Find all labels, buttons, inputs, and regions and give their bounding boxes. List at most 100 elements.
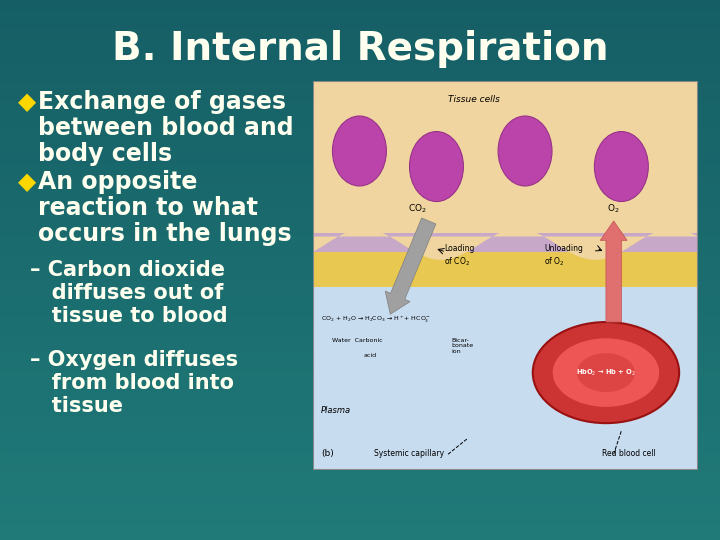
- Bar: [0, 423, 720, 432]
- Text: – Carbon dioxide: – Carbon dioxide: [30, 260, 225, 280]
- Bar: [0, 324, 720, 333]
- Bar: [0, 342, 720, 351]
- Text: HbO$_2$ → Hb + O$_2$: HbO$_2$ → Hb + O$_2$: [576, 368, 636, 377]
- Text: body cells: body cells: [38, 142, 172, 166]
- Bar: [0, 54, 720, 63]
- Bar: [0, 468, 720, 477]
- Polygon shape: [313, 287, 698, 470]
- Text: reaction to what: reaction to what: [38, 196, 258, 220]
- FancyBboxPatch shape: [313, 81, 698, 470]
- Bar: [0, 234, 720, 243]
- Text: Plasma: Plasma: [321, 406, 351, 415]
- Text: CO$_2$: CO$_2$: [408, 202, 427, 215]
- Bar: [0, 270, 720, 279]
- Bar: [0, 216, 720, 225]
- Bar: [0, 198, 720, 207]
- Bar: [0, 171, 720, 180]
- Bar: [0, 351, 720, 360]
- Text: Bicar-
bonate
ion: Bicar- bonate ion: [452, 338, 474, 354]
- Bar: [0, 207, 720, 216]
- Bar: [0, 45, 720, 54]
- Bar: [0, 333, 720, 342]
- Bar: [0, 288, 720, 297]
- Text: tissue to blood: tissue to blood: [30, 306, 228, 326]
- Bar: [0, 63, 720, 72]
- Bar: [0, 405, 720, 414]
- Bar: [0, 531, 720, 540]
- Bar: [0, 306, 720, 315]
- Text: acid: acid: [364, 353, 377, 358]
- Bar: [0, 108, 720, 117]
- Ellipse shape: [410, 132, 464, 201]
- Bar: [0, 486, 720, 495]
- Bar: [0, 180, 720, 189]
- Bar: [0, 414, 720, 423]
- FancyArrow shape: [600, 221, 627, 322]
- Ellipse shape: [533, 322, 679, 423]
- Bar: [0, 81, 720, 90]
- Bar: [0, 396, 720, 405]
- Bar: [0, 477, 720, 486]
- Bar: [0, 495, 720, 504]
- Text: An opposite: An opposite: [38, 170, 197, 194]
- Text: B. Internal Respiration: B. Internal Respiration: [112, 30, 608, 68]
- Text: between blood and: between blood and: [38, 116, 294, 140]
- Text: Loading
of CO$_2$: Loading of CO$_2$: [444, 244, 474, 268]
- Bar: [0, 9, 720, 18]
- Ellipse shape: [595, 132, 648, 201]
- Text: Water  Carbonic: Water Carbonic: [333, 338, 383, 342]
- Text: O$_2$: O$_2$: [608, 202, 620, 215]
- Ellipse shape: [552, 338, 660, 408]
- Bar: [0, 441, 720, 450]
- Text: Unloading
of O$_2$: Unloading of O$_2$: [544, 244, 583, 268]
- Bar: [0, 432, 720, 441]
- Bar: [0, 0, 720, 9]
- Bar: [0, 378, 720, 387]
- Bar: [0, 297, 720, 306]
- Bar: [0, 369, 720, 378]
- Bar: [0, 315, 720, 324]
- Bar: [0, 387, 720, 396]
- Bar: [0, 459, 720, 468]
- Text: (b): (b): [321, 449, 333, 458]
- Text: Systemic capillary: Systemic capillary: [374, 449, 444, 458]
- Text: ◆: ◆: [18, 170, 36, 194]
- Bar: [0, 126, 720, 135]
- Text: – Oxygen diffuses: – Oxygen diffuses: [30, 350, 238, 370]
- Bar: [0, 90, 720, 99]
- Bar: [0, 522, 720, 531]
- Text: Red blood cell: Red blood cell: [602, 449, 656, 458]
- Bar: [0, 153, 720, 162]
- Text: occurs in the lungs: occurs in the lungs: [38, 222, 292, 246]
- Bar: [0, 189, 720, 198]
- Bar: [0, 162, 720, 171]
- Text: Exchange of gases: Exchange of gases: [38, 90, 286, 114]
- Text: from blood into: from blood into: [30, 373, 234, 393]
- Ellipse shape: [577, 353, 635, 392]
- Bar: [0, 243, 720, 252]
- Bar: [0, 72, 720, 81]
- Bar: [0, 117, 720, 126]
- Bar: [0, 144, 720, 153]
- Polygon shape: [313, 81, 698, 237]
- Polygon shape: [313, 229, 698, 260]
- Bar: [0, 27, 720, 36]
- Bar: [0, 99, 720, 108]
- Text: Tissue cells: Tissue cells: [448, 94, 500, 104]
- Bar: [0, 261, 720, 270]
- Text: tissue: tissue: [30, 396, 123, 416]
- Text: CO$_2$ + H$_2$O → H$_2$CO$_3$ → H$^+$+ HCO$_3^-$: CO$_2$ + H$_2$O → H$_2$CO$_3$ → H$^+$+ H…: [321, 314, 431, 325]
- Ellipse shape: [498, 116, 552, 186]
- Bar: [0, 513, 720, 522]
- Ellipse shape: [333, 116, 387, 186]
- Bar: [0, 225, 720, 234]
- Bar: [0, 450, 720, 459]
- Bar: [0, 252, 720, 261]
- Bar: [0, 135, 720, 144]
- Bar: [0, 18, 720, 27]
- Polygon shape: [313, 252, 698, 287]
- Polygon shape: [313, 233, 698, 252]
- Bar: [0, 504, 720, 513]
- FancyArrow shape: [385, 218, 436, 314]
- Text: diffuses out of: diffuses out of: [30, 283, 223, 303]
